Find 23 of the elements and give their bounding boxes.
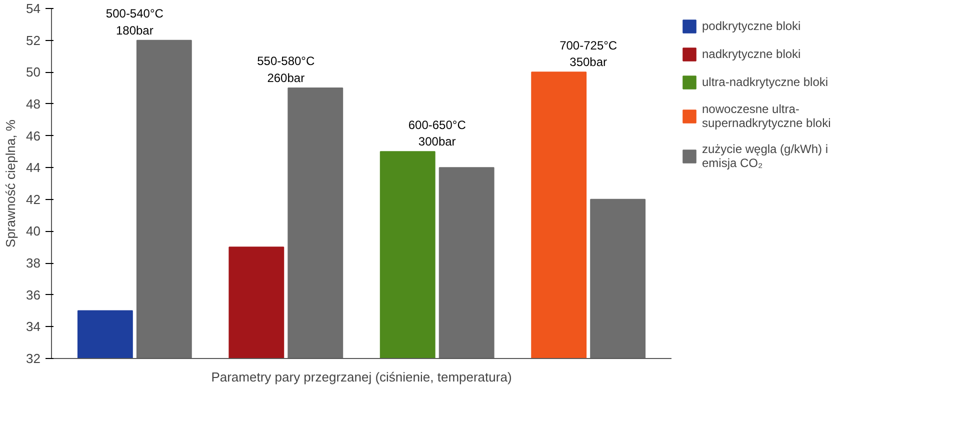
y-tick-label: 36 [26, 287, 41, 302]
annotation: 500-540°C 180bar [106, 6, 164, 38]
y-tick-label: 42 [26, 192, 41, 207]
y-tick-label: 48 [26, 96, 41, 112]
x-axis-title: Parametry pary przegrzanej (ciśnienie, temperatura) [211, 370, 512, 384]
legend-label: nadkrytyczne bloki [702, 47, 801, 61]
y-tick-label: 34 [26, 319, 41, 334]
legend-label: podkrytyczne bloki [702, 19, 801, 33]
legend-label: ultra-nadkrytyczne bloki [702, 75, 828, 89]
y-tick-label: 38 [26, 256, 41, 271]
legend-label: zużycie węgla (g/kWh) i emisja CO₂ [702, 142, 828, 170]
annotation: 600-650°C 300bar [408, 118, 466, 149]
annotation: 700-725°C 350bar [560, 38, 618, 70]
annotation: 550-580°C 260bar [257, 54, 315, 86]
y-tick-label: 52 [26, 32, 41, 48]
legend-label: nowoczesne ultra-supernadkrytyczne bloki [702, 102, 831, 130]
y-tick-label: 40 [26, 224, 41, 239]
y-tick-label: 54 [26, 1, 41, 16]
y-tick-label: 50 [26, 64, 41, 80]
y-tick-label: 32 [26, 351, 41, 366]
y-tick-label: 46 [26, 128, 41, 144]
y-tick-label: 44 [26, 160, 41, 176]
y-axis-title: Sprawność cieplna, % [3, 119, 18, 248]
